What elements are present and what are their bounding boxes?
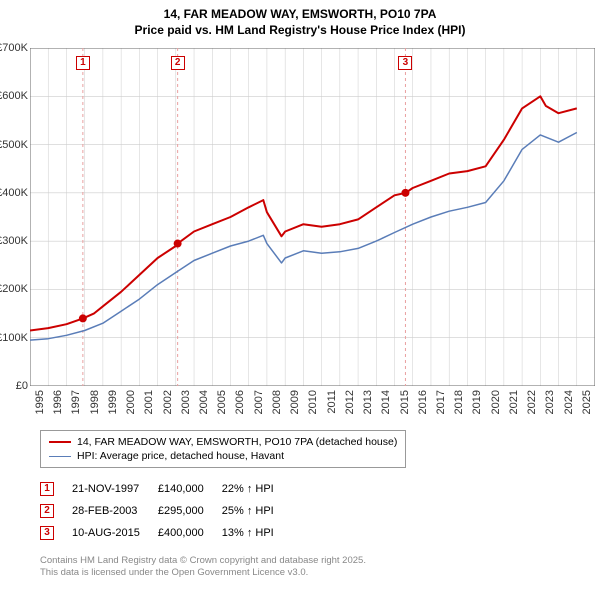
sale-delta: 13% ↑ HPI [222, 522, 292, 544]
legend-swatch [49, 456, 71, 457]
x-tick-label: 2014 [380, 390, 392, 414]
legend-item: 14, FAR MEADOW WAY, EMSWORTH, PO10 7PA (… [49, 435, 397, 449]
x-tick-label: 2021 [508, 390, 520, 414]
y-tick-label: £400K [0, 187, 28, 199]
y-tick-label: £300K [0, 235, 28, 247]
sale-row-marker: 1 [40, 482, 54, 496]
sale-marker-3: 3 [398, 56, 412, 70]
legend-label: 14, FAR MEADOW WAY, EMSWORTH, PO10 7PA (… [77, 436, 397, 448]
legend-label: HPI: Average price, detached house, Hava… [77, 450, 284, 462]
x-tick-label: 2022 [526, 390, 538, 414]
table-row: 2 28-FEB-2003£295,00025% ↑ HPI [40, 500, 292, 522]
plot-area [30, 48, 595, 386]
x-tick-label: 2001 [143, 390, 155, 414]
x-tick-label: 2013 [362, 390, 374, 414]
x-tick-label: 2008 [271, 390, 283, 414]
x-tick-label: 2025 [581, 390, 593, 414]
sale-price: £140,000 [158, 478, 222, 500]
x-tick-label: 2009 [289, 390, 301, 414]
sale-date: 10-AUG-2015 [72, 522, 158, 544]
x-tick-label: 2012 [344, 390, 356, 414]
sales-table: 1 21-NOV-1997£140,00022% ↑ HPI 2 28-FEB-200… [40, 478, 292, 544]
y-tick-label: £700K [0, 42, 28, 54]
x-tick-label: 2019 [471, 390, 483, 414]
legend-item: HPI: Average price, detached house, Hava… [49, 449, 397, 463]
x-tick-label: 2020 [490, 390, 502, 414]
x-tick-label: 2023 [544, 390, 556, 414]
x-tick-label: 2018 [453, 390, 465, 414]
copyright: Contains HM Land Registry data © Crown c… [40, 555, 366, 580]
x-tick-label: 2024 [563, 390, 575, 414]
legend-swatch [49, 441, 71, 443]
title-line-1: 14, FAR MEADOW WAY, EMSWORTH, PO10 7PA [0, 6, 600, 22]
x-tick-label: 1999 [107, 390, 119, 414]
x-tick-label: 2015 [399, 390, 411, 414]
x-tick-label: 2005 [216, 390, 228, 414]
y-tick-label: £200K [0, 283, 28, 295]
sale-marker-2: 2 [171, 56, 185, 70]
sale-delta: 25% ↑ HPI [222, 500, 292, 522]
y-tick-label: £100K [0, 332, 28, 344]
x-tick-label: 1998 [89, 390, 101, 414]
x-tick-label: 2000 [125, 390, 137, 414]
copyright-line-2: This data is licensed under the Open Gov… [40, 567, 366, 579]
y-tick-label: £600K [0, 90, 28, 102]
x-tick-label: 2004 [198, 390, 210, 414]
legend: 14, FAR MEADOW WAY, EMSWORTH, PO10 7PA (… [40, 430, 406, 468]
title-line-2: Price paid vs. HM Land Registry's House … [0, 22, 600, 38]
sale-delta: 22% ↑ HPI [222, 478, 292, 500]
x-tick-label: 1997 [70, 390, 82, 414]
x-tick-label: 2017 [435, 390, 447, 414]
sale-date: 28-FEB-2003 [72, 500, 158, 522]
x-tick-label: 2016 [417, 390, 429, 414]
x-tick-label: 2002 [162, 390, 174, 414]
x-tick-label: 1995 [34, 390, 46, 414]
sale-date: 21-NOV-1997 [72, 478, 158, 500]
chart-title: 14, FAR MEADOW WAY, EMSWORTH, PO10 7PA P… [0, 0, 600, 38]
x-tick-label: 2011 [326, 390, 338, 414]
y-tick-label: £0 [16, 380, 28, 392]
sale-row-marker: 2 [40, 504, 54, 518]
x-tick-label: 2006 [234, 390, 246, 414]
y-tick-label: £500K [0, 139, 28, 151]
chart-container: 14, FAR MEADOW WAY, EMSWORTH, PO10 7PA P… [0, 0, 600, 590]
sale-marker-1: 1 [76, 56, 90, 70]
table-row: 1 21-NOV-1997£140,00022% ↑ HPI [40, 478, 292, 500]
sale-price: £295,000 [158, 500, 222, 522]
x-tick-label: 2010 [307, 390, 319, 414]
copyright-line-1: Contains HM Land Registry data © Crown c… [40, 555, 366, 567]
table-row: 3 10-AUG-2015£400,00013% ↑ HPI [40, 522, 292, 544]
sale-price: £400,000 [158, 522, 222, 544]
x-tick-label: 1996 [52, 390, 64, 414]
sale-row-marker: 3 [40, 526, 54, 540]
x-tick-label: 2007 [253, 390, 265, 414]
x-tick-label: 2003 [180, 390, 192, 414]
